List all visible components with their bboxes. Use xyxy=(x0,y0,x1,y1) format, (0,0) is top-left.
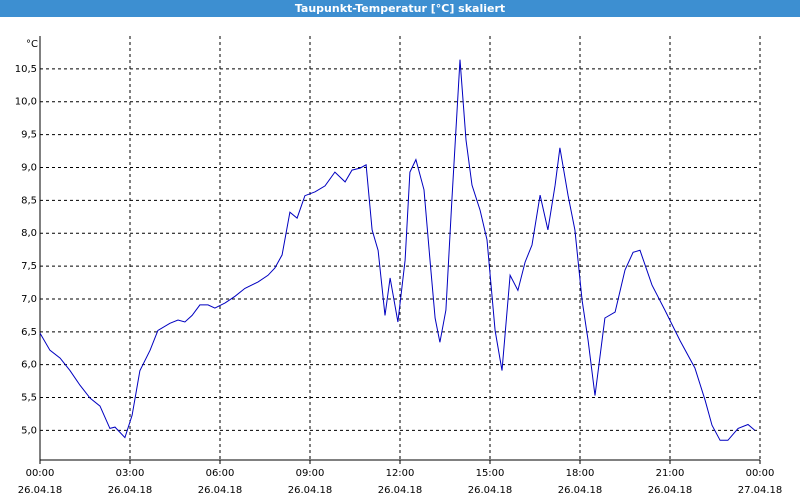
x-tick-date: 26.04.18 xyxy=(18,485,63,496)
y-tick-label: 6,0 xyxy=(21,360,37,371)
y-tick-label: 10,5 xyxy=(15,64,37,75)
y-tick-label: 9,0 xyxy=(21,162,37,173)
x-tick-date: 26.04.18 xyxy=(468,485,513,496)
x-tick-label: 00:00 xyxy=(746,468,775,479)
y-axis-unit: °C xyxy=(26,39,38,50)
x-tick-label: 15:00 xyxy=(476,468,505,479)
x-tick-date: 26.04.18 xyxy=(288,485,333,496)
x-tick-label: 18:00 xyxy=(566,468,595,479)
y-tick-label: 10,0 xyxy=(15,97,37,108)
title-bar: Taupunkt-Temperatur [°C] skaliert xyxy=(0,0,800,17)
x-tick-label: 00:00 xyxy=(26,468,55,479)
x-tick-date: 27.04.18 xyxy=(738,485,783,496)
x-tick-label: 06:00 xyxy=(206,468,235,479)
y-tick-label: 8,5 xyxy=(21,195,37,206)
y-tick-label: 5,5 xyxy=(21,393,37,404)
x-tick-date: 26.04.18 xyxy=(648,485,693,496)
x-tick-date: 26.04.18 xyxy=(198,485,243,496)
y-tick-label: 8,0 xyxy=(21,228,37,239)
y-tick-label: 9,5 xyxy=(21,130,37,141)
x-tick-label: 12:00 xyxy=(386,468,415,479)
y-tick-label: 5,0 xyxy=(21,425,37,436)
x-tick-date: 26.04.18 xyxy=(108,485,153,496)
x-tick-label: 21:00 xyxy=(656,468,685,479)
x-tick-label: 03:00 xyxy=(116,468,145,479)
x-tick-date: 26.04.18 xyxy=(378,485,423,496)
x-tick-label: 09:00 xyxy=(296,468,325,479)
y-tick-label: 7,5 xyxy=(21,261,37,272)
y-tick-label: 6,5 xyxy=(21,327,37,338)
y-tick-label: 7,0 xyxy=(21,294,37,305)
x-tick-date: 26.04.18 xyxy=(558,485,603,496)
data-line xyxy=(39,59,756,441)
